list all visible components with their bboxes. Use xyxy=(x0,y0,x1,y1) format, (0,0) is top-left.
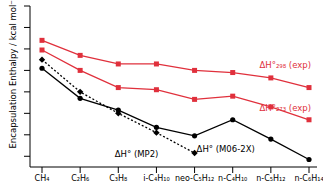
svg-text:n-C₅H₁₂: n-C₅H₁₂ xyxy=(256,174,285,183)
svg-text:C₃H₈: C₃H₈ xyxy=(109,174,127,183)
svg-text:ΔH°₂₉₈ (exp): ΔH°₂₉₈ (exp) xyxy=(259,60,311,70)
svg-text:neo-C₅H₁₂: neo-C₅H₁₂ xyxy=(175,174,214,183)
svg-text:n-C₄H₁₀: n-C₄H₁₀ xyxy=(218,174,247,183)
svg-text:ΔH°₂₇₃ (exp): ΔH°₂₇₃ (exp) xyxy=(259,103,311,113)
svg-text:n-C₆H₁₄: n-C₆H₁₄ xyxy=(294,174,315,183)
svg-text:i-C₄H₁₀: i-C₄H₁₀ xyxy=(143,174,169,183)
svg-text:ΔH° (MP2): ΔH° (MP2) xyxy=(115,149,159,159)
svg-text:ΔH° (M06-2X): ΔH° (M06-2X) xyxy=(197,144,255,154)
svg-text:Encapsulation Enthalpy / kcal: Encapsulation Enthalpy / kcal mol⁻¹ xyxy=(8,0,18,149)
svg-text:CH₄: CH₄ xyxy=(35,174,50,183)
svg-text:C₂H₆: C₂H₆ xyxy=(71,174,89,183)
